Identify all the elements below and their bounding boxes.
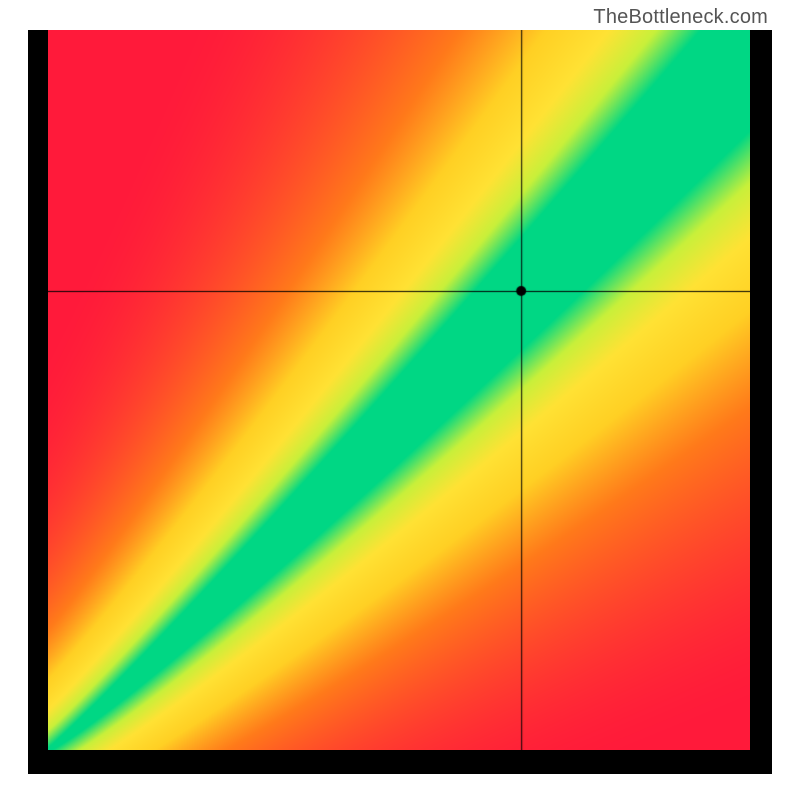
chart-outer-frame [28,30,772,774]
heatmap-canvas [48,30,750,750]
heatmap-plot [48,30,750,750]
watermark-text: TheBottleneck.com [593,6,768,29]
